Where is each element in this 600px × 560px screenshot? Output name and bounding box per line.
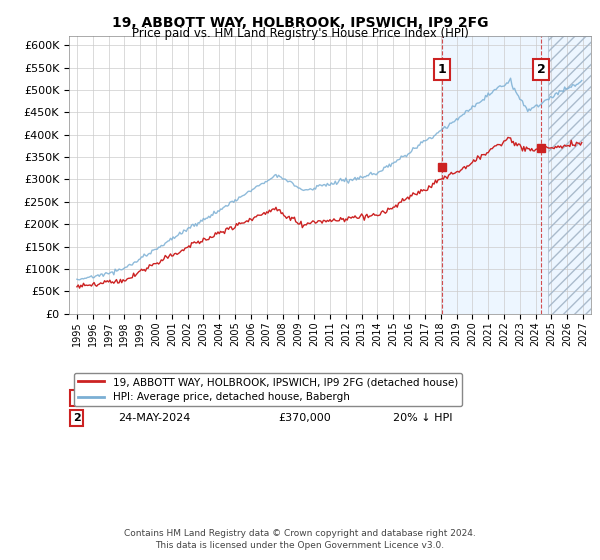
Legend: 19, ABBOTT WAY, HOLBROOK, IPSWICH, IP9 2FG (detached house), HPI: Average price,: 19, ABBOTT WAY, HOLBROOK, IPSWICH, IP9 2… bbox=[74, 373, 462, 407]
Text: 24-MAY-2024: 24-MAY-2024 bbox=[119, 413, 191, 423]
Text: 20% ↓ HPI: 20% ↓ HPI bbox=[392, 393, 452, 403]
Text: 2: 2 bbox=[73, 413, 81, 423]
Bar bbox=[548, 36, 591, 314]
Text: 1: 1 bbox=[73, 393, 81, 403]
Text: 19, ABBOTT WAY, HOLBROOK, IPSWICH, IP9 2FG: 19, ABBOTT WAY, HOLBROOK, IPSWICH, IP9 2… bbox=[112, 16, 488, 30]
Text: 1: 1 bbox=[437, 63, 446, 76]
Text: Price paid vs. HM Land Registry's House Price Index (HPI): Price paid vs. HM Land Registry's House … bbox=[131, 27, 469, 40]
Text: 20% ↓ HPI: 20% ↓ HPI bbox=[392, 413, 452, 423]
Text: 16-FEB-2018: 16-FEB-2018 bbox=[119, 393, 190, 403]
Text: Contains HM Land Registry data © Crown copyright and database right 2024.
This d: Contains HM Land Registry data © Crown c… bbox=[124, 529, 476, 550]
Bar bbox=[442, 36, 591, 314]
Text: £328,995: £328,995 bbox=[278, 393, 331, 403]
Text: £370,000: £370,000 bbox=[278, 413, 331, 423]
Text: 2: 2 bbox=[536, 63, 545, 76]
